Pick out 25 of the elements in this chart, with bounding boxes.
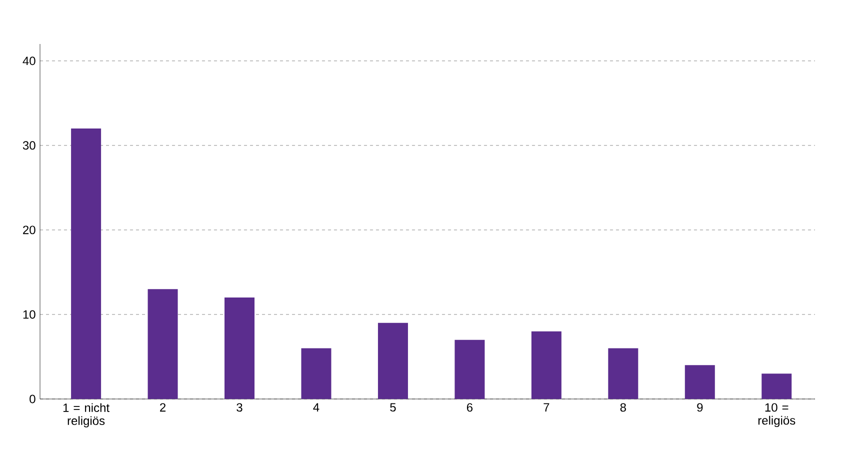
bar [301,348,332,399]
y-tick-label: 30 [22,141,36,150]
x-tick-label: 3 [236,403,242,412]
bar [608,348,638,399]
x-tick-label: 9 [697,403,703,412]
x-tick-label: 1 = nicht religiös [63,403,110,428]
bar [148,289,178,399]
x-tick-label: 10 = religiös [758,403,796,428]
x-tick-label: 8 [620,403,626,412]
bar [684,365,715,399]
x-tick-label: 5 [390,403,396,412]
bar [454,340,485,399]
x-tick-label: 7 [544,403,550,412]
y-tick-label: 40 [22,56,36,66]
y-tick-label: 0 [30,394,36,404]
bar [762,374,792,399]
bar [378,322,408,399]
x-tick-label: 4 [313,403,320,412]
x-tick-label: 6 [466,403,473,412]
bar [531,331,562,399]
bar [71,128,102,399]
x-tick-label: 2 [160,403,166,412]
y-tick-label: 20 [23,226,36,234]
bar [224,298,255,399]
y-tick-label: 10 [23,310,36,319]
